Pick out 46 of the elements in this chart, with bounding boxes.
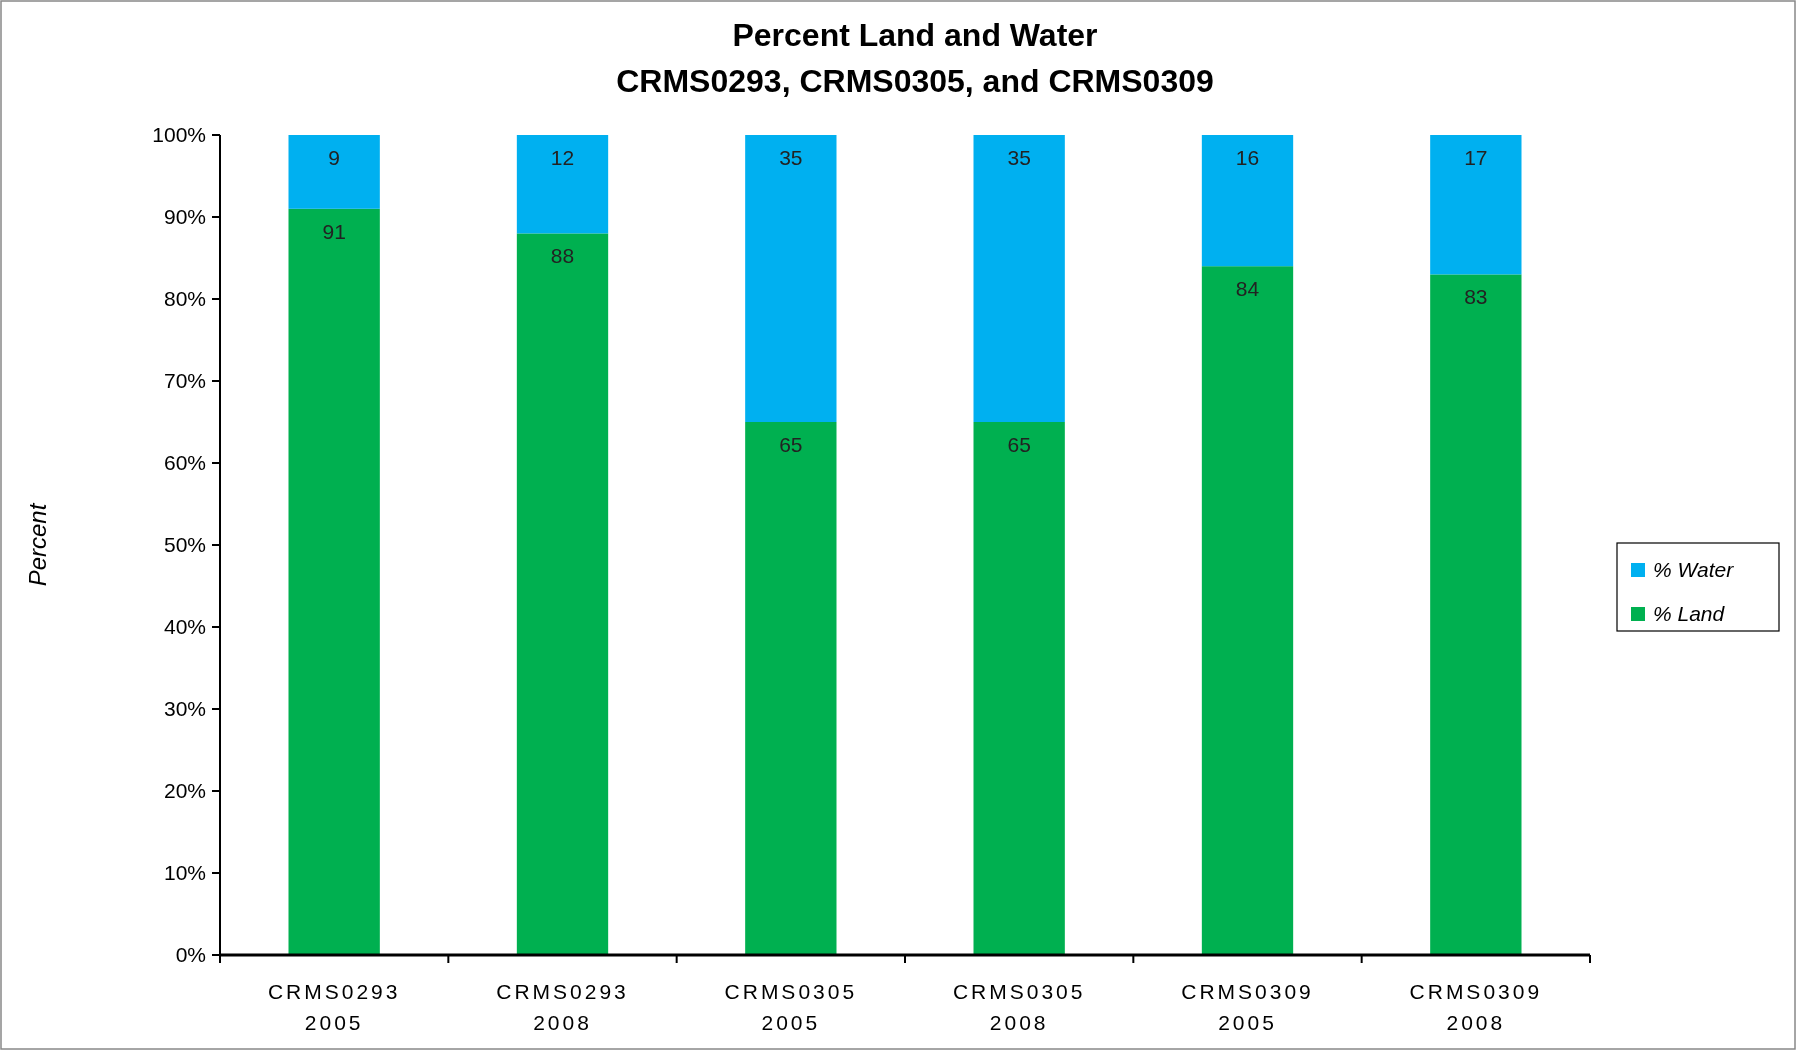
x-tick-label: CRMS0305 2008 <box>952 980 1086 1034</box>
chart-title: Percent Land and Water <box>732 17 1098 53</box>
bar <box>745 422 837 955</box>
y-tick-label: 50% <box>163 533 206 556</box>
bar <box>1430 274 1522 955</box>
x-tick-label: CRMS0305 2005 <box>724 980 858 1034</box>
y-axis-title: Percent <box>24 502 51 587</box>
data-label: 9 <box>328 146 341 169</box>
x-tick-label: CRMS0309 2005 <box>1181 980 1314 1034</box>
data-label: 91 <box>322 219 346 243</box>
y-tick-label: 40% <box>163 615 206 638</box>
bar <box>973 422 1065 955</box>
y-tick-label: 100% <box>152 123 206 146</box>
data-label: 88 <box>550 244 575 268</box>
bar <box>1201 135 1294 267</box>
bar <box>973 135 1065 422</box>
data-label: 35 <box>779 146 803 169</box>
y-tick-label: 80% <box>163 287 206 310</box>
legend-label: % Land <box>1653 602 1726 625</box>
bar <box>516 135 609 234</box>
bar <box>745 135 837 422</box>
data-label: 35 <box>1007 146 1031 169</box>
data-label: 12 <box>550 146 575 169</box>
y-tick-label: 90% <box>163 205 206 228</box>
bar <box>516 233 609 955</box>
y-tick-label: 10% <box>163 861 206 884</box>
y-tick-label: 30% <box>163 697 206 720</box>
data-label: 17 <box>1464 146 1488 169</box>
y-tick-label: 20% <box>163 779 206 802</box>
data-label: 83 <box>1464 285 1488 309</box>
y-tick-label: 70% <box>163 369 206 392</box>
y-tick-label: 60% <box>163 451 206 474</box>
data-label: 65 <box>1007 433 1031 456</box>
x-tick-label: CRMS0309 2008 <box>1409 980 1543 1034</box>
data-label: 84 <box>1235 277 1260 301</box>
bar <box>288 135 380 209</box>
legend-label: % Water <box>1653 558 1735 581</box>
y-tick-label: 0% <box>175 943 206 966</box>
data-label: 16 <box>1235 146 1260 169</box>
chart-subtitle: CRMS0293, CRMS0305, and CRMS0309 <box>616 63 1214 99</box>
data-label: 65 <box>779 433 803 456</box>
bar <box>1201 266 1294 955</box>
x-tick-label: CRMS0293 2005 <box>267 980 401 1034</box>
bar <box>288 208 380 955</box>
bar <box>1430 135 1522 275</box>
x-tick-label: CRMS0293 2008 <box>496 980 629 1034</box>
